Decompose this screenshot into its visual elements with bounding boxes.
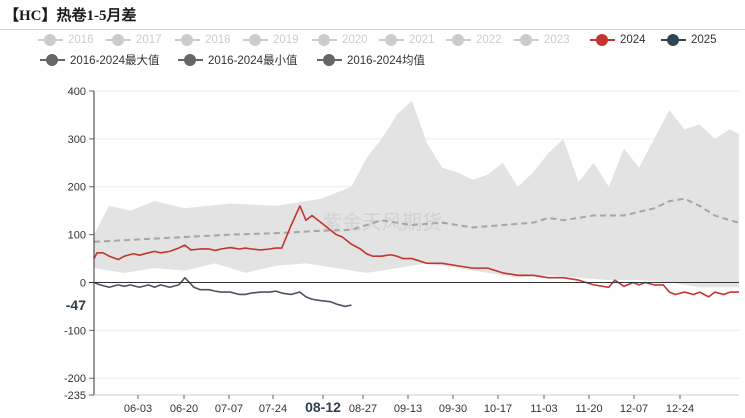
y-tick-label: -100 xyxy=(64,325,86,337)
legend-label: 2016 xyxy=(68,34,94,46)
series-line-2024 xyxy=(93,205,739,298)
legend-item-2018[interactable]: 2018 xyxy=(175,31,231,49)
legend-item-2022[interactable]: 2022 xyxy=(446,31,502,49)
x-tick-label: 06-20 xyxy=(170,403,198,415)
x-tick-label: 08-27 xyxy=(349,403,377,415)
legend-item-2025[interactable]: 2025 xyxy=(661,31,717,49)
x-tick-label: 11-20 xyxy=(575,403,602,415)
legend-item-2023[interactable]: 2023 xyxy=(514,31,570,49)
legend-label: 2017 xyxy=(136,34,162,46)
y-tick-label: -200 xyxy=(64,373,86,385)
y-tick-label: 200 xyxy=(68,182,86,194)
legend-label: 2025 xyxy=(691,34,717,46)
x-tick-label: 09-13 xyxy=(394,403,422,415)
legend-symbol xyxy=(317,53,342,67)
x-tick-label: 10-17 xyxy=(484,403,512,415)
x-tick-label: 11-03 xyxy=(530,403,557,415)
watermark: 紫金天风期货 xyxy=(322,210,442,234)
max-min-range-band xyxy=(94,100,739,288)
legend-item-2016-2024最小值[interactable]: 2016-2024最小值 xyxy=(178,51,298,69)
series-line-2025 xyxy=(93,276,352,308)
legend-symbol xyxy=(312,33,337,47)
legend-item-2024[interactable]: 2024 xyxy=(590,31,646,49)
y-tick-label: 0 xyxy=(80,277,86,289)
legend-symbol xyxy=(514,33,539,47)
y-tick-label: 400 xyxy=(68,86,86,98)
legend-label: 2016-2024最大值 xyxy=(70,55,160,67)
legend-label: 2016-2024均值 xyxy=(347,55,425,67)
title-divider xyxy=(0,29,745,30)
legend-label: 2019 xyxy=(273,34,299,46)
legend-symbol xyxy=(590,33,615,47)
legend-symbol xyxy=(106,33,131,47)
y-tick-label: 100 xyxy=(68,230,86,242)
legend-symbol xyxy=(40,53,65,67)
chart-title: 【HC】热卷1-5月差 xyxy=(4,8,137,24)
x-tick-label: 09-30 xyxy=(439,403,467,415)
x-tick-label: 12-24 xyxy=(666,403,694,415)
series-lines xyxy=(93,197,740,308)
legend-item-2019[interactable]: 2019 xyxy=(243,31,299,49)
legend-item-2016-2024最大值[interactable]: 2016-2024最大值 xyxy=(40,51,160,69)
legend-label: 2021 xyxy=(409,34,435,46)
chart-legend: 2016 2017 2018 2019 2020 2021 2022 2023 2024 2025… xyxy=(0,31,745,73)
legend-symbol xyxy=(379,33,404,47)
axes: -235 -200 -100 0 100 200 300 400 -47 06-03 06-20 07… xyxy=(64,86,739,417)
x-tick-label: 08-12 xyxy=(305,399,341,415)
legend-label: 2020 xyxy=(342,34,368,46)
legend-symbol xyxy=(243,33,268,47)
legend-item-2016-2024均值[interactable]: 2016-2024均值 xyxy=(317,51,425,69)
legend-symbol xyxy=(446,33,471,47)
legend-item-2021[interactable]: 2021 xyxy=(379,31,435,49)
series-line-2016-2024均值 xyxy=(93,197,740,243)
legend-symbol xyxy=(175,33,200,47)
legend-label: 2024 xyxy=(620,34,646,46)
legend-item-2020[interactable]: 2020 xyxy=(312,31,368,49)
legend-item-2017[interactable]: 2017 xyxy=(106,31,162,49)
y-tick-label: -235 xyxy=(64,390,86,402)
x-tick-label: 07-07 xyxy=(215,403,243,415)
legend-label: 2018 xyxy=(205,34,231,46)
legend-symbol xyxy=(38,33,63,47)
legend-label: 2016-2024最小值 xyxy=(208,55,298,67)
legend-label: 2022 xyxy=(476,34,502,46)
y-tick-label: 300 xyxy=(68,134,86,146)
x-tick-label: 07-24 xyxy=(259,403,287,415)
legend-label: 2023 xyxy=(544,34,570,46)
legend-symbol xyxy=(178,53,203,67)
y-pointer-label: -47 xyxy=(66,297,86,313)
legend-symbol xyxy=(661,33,686,47)
x-tick-label: 12-07 xyxy=(620,403,648,415)
x-tick-label: 06-03 xyxy=(124,403,152,415)
legend-item-2016[interactable]: 2016 xyxy=(38,31,94,49)
